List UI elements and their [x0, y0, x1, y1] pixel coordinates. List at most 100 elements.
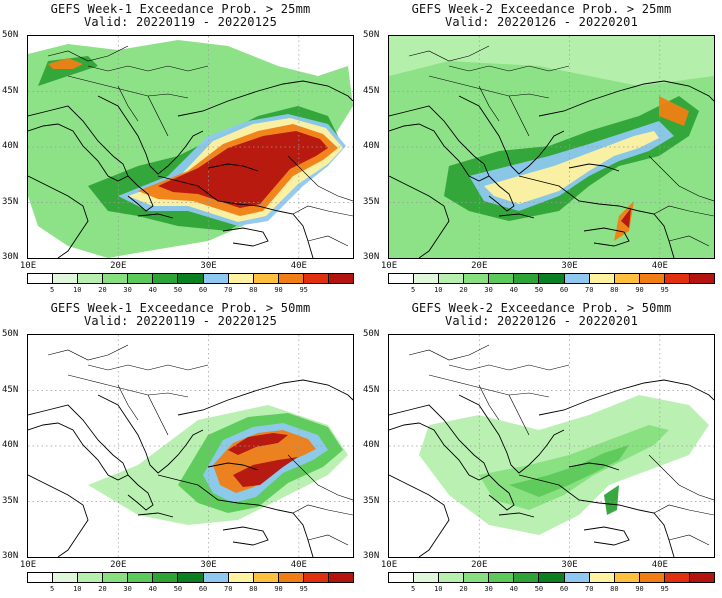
coastline [28, 404, 129, 481]
colorbar-tick-label: 95 [660, 585, 669, 593]
colorbar-tick-label: 50 [173, 286, 183, 294]
colorbar-tick-label: 5 [50, 585, 55, 593]
colorbar-tick-label: 20 [459, 585, 468, 593]
panel-valid-dates: Valid: 20220119 - 20220125 [83, 314, 278, 328]
coastline [583, 526, 630, 546]
coastline [518, 474, 675, 557]
panel-valid-dates: Valid: 20220126 - 20220201 [444, 15, 639, 29]
map-panel-week2-50mm: GEFS Week-2 Exceedance Prob. > 50mm Vali… [361, 299, 722, 598]
colorbar-swatch [128, 274, 154, 283]
colorbar-tick-label: 70 [585, 286, 594, 294]
coastline [458, 95, 565, 175]
colorbar-swatch [664, 274, 690, 283]
country-border [87, 364, 209, 371]
longitude-label: 40E [290, 261, 307, 271]
colorbar-tick-label: 90 [274, 286, 283, 294]
map-panel-week1-25mm: GEFS Week-1 Exceedance Prob. > 25mm Vali… [0, 0, 361, 299]
panel-title: GEFS Week-1 Exceedance Prob. > 50mm [50, 301, 311, 315]
country-border [648, 454, 714, 501]
probability-contour [621, 208, 631, 228]
colorbar-swatch [439, 573, 465, 582]
longitude-label: 30E [200, 261, 217, 271]
colorbar-swatch [253, 573, 279, 582]
country-border [408, 344, 490, 361]
latitude-label: 40N [363, 440, 380, 450]
colorbar-swatch [614, 274, 640, 283]
coastline [389, 404, 490, 481]
latitude-label: 30N [363, 551, 380, 561]
map-svg [28, 36, 353, 258]
coastline [538, 80, 714, 117]
country-border [292, 205, 353, 217]
map-panel-week1-50mm: GEFS Week-1 Exceedance Prob. > 50mm Vali… [0, 299, 361, 598]
colorbar-swatch [589, 573, 615, 582]
coastline [222, 227, 269, 247]
colorbar [388, 572, 715, 583]
colorbar-swatch [153, 573, 179, 582]
longitude-label: 30E [561, 560, 578, 570]
coastline [488, 474, 515, 511]
probability-contour [659, 96, 689, 126]
country-border [287, 454, 353, 501]
country-border [508, 95, 530, 137]
colorbar-tick-label: 40 [509, 286, 518, 294]
colorbar-tick-label: 5 [411, 286, 416, 294]
latitude-label: 45N [363, 85, 380, 96]
colorbar-swatch [178, 573, 204, 582]
coastline [207, 163, 259, 172]
colorbar-swatch [639, 573, 665, 582]
colorbar-swatch [389, 573, 415, 582]
panel-title: GEFS Week-2 Exceedance Prob. > 50mm [411, 301, 672, 315]
colorbar-tick-label: 70 [585, 585, 594, 593]
colorbar-tick-label: 30 [123, 286, 132, 294]
longitude-label: 20E [110, 560, 127, 570]
longitude-label: 20E [471, 560, 488, 570]
colorbar-swatch [103, 573, 129, 582]
country-border [668, 235, 710, 247]
colorbar [388, 273, 715, 284]
colorbar-tick-label: 30 [484, 286, 493, 294]
map-area [27, 35, 354, 259]
coastline [137, 213, 174, 219]
colorbar-tick-label: 10 [434, 585, 443, 593]
colorbar-swatch [303, 573, 329, 582]
colorbar-swatch [589, 274, 615, 283]
colorbar-swatch [253, 274, 279, 283]
colorbar-swatch [103, 274, 129, 283]
probability-contour [509, 445, 629, 497]
colorbar-tick-label: 90 [274, 585, 283, 593]
colorbar-tick-label: 80 [249, 286, 258, 294]
colorbar-swatch [228, 573, 254, 582]
colorbar-swatch [328, 274, 354, 283]
panel-valid-dates: Valid: 20220126 - 20220201 [444, 314, 639, 328]
colorbar-swatch [464, 573, 490, 582]
coastline [97, 394, 204, 474]
country-border [307, 235, 349, 247]
colorbar-swatch [328, 573, 354, 582]
colorbar-tick-label: 70 [224, 286, 233, 294]
colorbar-tick-label: 60 [559, 286, 569, 294]
country-border [67, 374, 189, 398]
country-border [648, 155, 714, 202]
colorbar-swatch [489, 573, 515, 582]
colorbar-tick-label: 30 [123, 585, 132, 593]
country-border [408, 45, 490, 62]
colorbar-swatch [414, 573, 440, 582]
coastline [157, 474, 314, 557]
country-border [47, 45, 129, 62]
colorbar-swatch [689, 274, 715, 283]
latitude-label: 50N [363, 329, 380, 339]
coastline [498, 512, 535, 518]
longitude-label: 20E [471, 261, 488, 271]
coastline [488, 175, 515, 212]
colorbar-swatch [464, 274, 490, 283]
coastline [568, 163, 620, 172]
colorbar-swatch [228, 274, 254, 283]
country-border [653, 205, 714, 217]
colorbar-tick-label: 50 [534, 585, 544, 593]
map-area [388, 35, 715, 259]
latitude-label: 50N [363, 30, 380, 40]
colorbar-tick-label: 5 [50, 286, 55, 294]
colorbar-swatch [439, 274, 465, 283]
latitude-label: 30N [2, 551, 19, 561]
